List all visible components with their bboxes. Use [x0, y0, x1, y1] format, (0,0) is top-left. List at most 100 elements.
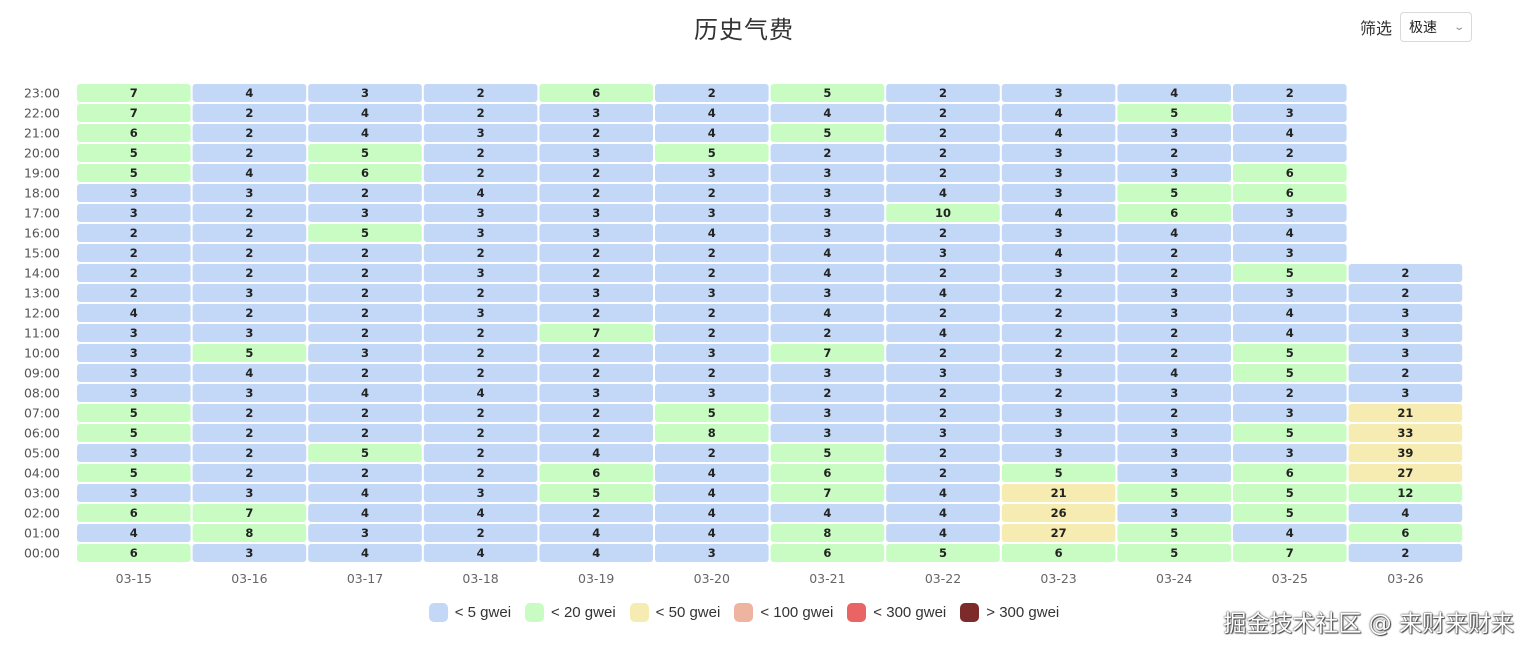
heatmap-cell[interactable]: [308, 304, 422, 322]
heatmap-cell[interactable]: [539, 484, 653, 502]
heatmap-cell[interactable]: [1348, 464, 1463, 482]
heatmap-cell[interactable]: [1001, 344, 1116, 362]
heatmap-cell[interactable]: [655, 344, 769, 362]
heatmap-cell[interactable]: [770, 484, 885, 502]
heatmap-cell[interactable]: [192, 244, 307, 262]
heatmap-cell[interactable]: [1117, 144, 1231, 162]
heatmap-cell[interactable]: [1001, 104, 1116, 122]
heatmap-cell[interactable]: [423, 164, 538, 182]
heatmap-cell[interactable]: [1233, 344, 1347, 362]
heatmap-cell[interactable]: [1117, 364, 1231, 382]
heatmap-cell[interactable]: [886, 184, 1000, 202]
heatmap-cell[interactable]: [1117, 444, 1231, 462]
heatmap-cell[interactable]: [1233, 304, 1347, 322]
heatmap-cell[interactable]: [308, 84, 422, 102]
heatmap-cell[interactable]: [1117, 184, 1231, 202]
heatmap-cell[interactable]: [770, 424, 885, 442]
heatmap-cell[interactable]: [1117, 324, 1231, 342]
heatmap-cell[interactable]: [192, 324, 307, 342]
heatmap-cell[interactable]: [539, 184, 653, 202]
heatmap-cell[interactable]: [423, 184, 538, 202]
heatmap-cell[interactable]: [423, 444, 538, 462]
heatmap-cell[interactable]: [308, 224, 422, 242]
heatmap-cell[interactable]: [77, 264, 191, 282]
heatmap-cell[interactable]: [77, 164, 191, 182]
heatmap-cell[interactable]: [886, 384, 1000, 402]
legend-item[interactable]: < 300 gwei: [847, 603, 946, 622]
heatmap-cell[interactable]: [1117, 344, 1231, 362]
heatmap-cell[interactable]: [423, 344, 538, 362]
heatmap-cell[interactable]: [1233, 484, 1347, 502]
heatmap-cell[interactable]: [423, 284, 538, 302]
heatmap-cell[interactable]: [423, 384, 538, 402]
heatmap-cell[interactable]: [1001, 544, 1116, 562]
heatmap-cell[interactable]: [1233, 504, 1347, 522]
heatmap-cell[interactable]: [308, 144, 422, 162]
heatmap-cell[interactable]: [192, 384, 307, 402]
heatmap-cell[interactable]: [1001, 244, 1116, 262]
heatmap-cell[interactable]: [539, 324, 653, 342]
heatmap-cell[interactable]: [770, 244, 885, 262]
heatmap-cell[interactable]: [1348, 404, 1463, 422]
heatmap-cell[interactable]: [886, 164, 1000, 182]
heatmap-cell[interactable]: [1348, 424, 1463, 442]
heatmap-cell[interactable]: [308, 404, 422, 422]
heatmap-cell[interactable]: [1117, 124, 1231, 142]
heatmap-cell[interactable]: [1001, 224, 1116, 242]
heatmap-cell[interactable]: [423, 404, 538, 422]
heatmap-cell[interactable]: [886, 144, 1000, 162]
heatmap-cell[interactable]: [770, 344, 885, 362]
heatmap-cell[interactable]: [423, 104, 538, 122]
heatmap-cell[interactable]: [1117, 84, 1231, 102]
heatmap-cell[interactable]: [886, 364, 1000, 382]
heatmap-cell[interactable]: [539, 504, 653, 522]
heatmap-cell[interactable]: [77, 284, 191, 302]
legend-item[interactable]: < 5 gwei: [428, 603, 511, 622]
heatmap-cell[interactable]: [192, 124, 307, 142]
heatmap-cell[interactable]: [1117, 164, 1231, 182]
heatmap-cell[interactable]: [1233, 164, 1347, 182]
heatmap-cell[interactable]: [1117, 284, 1231, 302]
legend-item[interactable]: > 300 gwei: [960, 603, 1059, 622]
heatmap-cell[interactable]: [192, 484, 307, 502]
heatmap-cell[interactable]: [1233, 184, 1347, 202]
heatmap-cell[interactable]: [423, 124, 538, 142]
heatmap-cell[interactable]: [539, 244, 653, 262]
heatmap-cell[interactable]: [770, 104, 885, 122]
heatmap-cell[interactable]: [655, 404, 769, 422]
heatmap-cell[interactable]: [770, 284, 885, 302]
heatmap-cell[interactable]: [886, 124, 1000, 142]
heatmap-cell[interactable]: [655, 384, 769, 402]
heatmap-cell[interactable]: [655, 544, 769, 562]
heatmap-cell[interactable]: [1348, 284, 1463, 302]
heatmap-cell[interactable]: [770, 444, 885, 462]
heatmap-cell[interactable]: [77, 364, 191, 382]
heatmap-cell[interactable]: [1233, 144, 1347, 162]
heatmap-cell[interactable]: [1001, 264, 1116, 282]
heatmap-cell[interactable]: [770, 384, 885, 402]
heatmap-cell[interactable]: [192, 364, 307, 382]
heatmap-cell[interactable]: [886, 104, 1000, 122]
heatmap-cell[interactable]: [1348, 484, 1463, 502]
heatmap-cell[interactable]: [886, 304, 1000, 322]
heatmap-cell[interactable]: [192, 464, 307, 482]
heatmap-cell[interactable]: [539, 104, 653, 122]
heatmap-cell[interactable]: [308, 364, 422, 382]
heatmap-cell[interactable]: [77, 204, 191, 222]
heatmap-cell[interactable]: [655, 444, 769, 462]
heatmap-cell[interactable]: [770, 524, 885, 542]
heatmap-cell[interactable]: [770, 184, 885, 202]
heatmap-cell[interactable]: [1001, 304, 1116, 322]
heatmap-cell[interactable]: [308, 124, 422, 142]
heatmap-cell[interactable]: [423, 224, 538, 242]
heatmap-cell[interactable]: [655, 504, 769, 522]
heatmap-cell[interactable]: [192, 184, 307, 202]
heatmap-cell[interactable]: [77, 224, 191, 242]
heatmap-cell[interactable]: [308, 444, 422, 462]
heatmap-cell[interactable]: [1117, 424, 1231, 442]
heatmap-cell[interactable]: [539, 204, 653, 222]
heatmap-cell[interactable]: [1117, 304, 1231, 322]
heatmap-cell[interactable]: [308, 284, 422, 302]
heatmap-cell[interactable]: [655, 144, 769, 162]
heatmap-cell[interactable]: [423, 264, 538, 282]
